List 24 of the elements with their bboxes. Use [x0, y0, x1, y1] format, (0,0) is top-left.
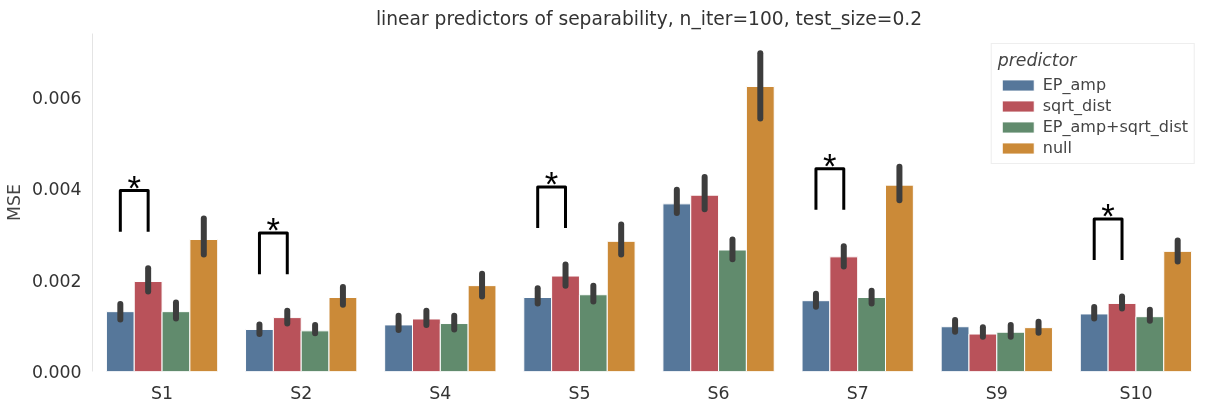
annotation: * — [1101, 196, 1115, 235]
annotation: * — [266, 211, 281, 250]
x-tick-label: S10 — [1119, 382, 1153, 403]
x-tick-label: S6 — [707, 382, 730, 403]
x-tick-label: S4 — [429, 382, 452, 403]
x-tick-label: S1 — [151, 382, 174, 403]
x-tick-label: S2 — [290, 382, 313, 403]
y-tick-label: 0.000 — [31, 362, 82, 382]
y-axis-title: MSE — [3, 184, 24, 221]
legend-label: null — [1042, 138, 1072, 157]
chart-title: linear predictors of separability, n_iter=100, test_size=0.2 — [375, 7, 923, 30]
legend-label: EP_amp — [1042, 75, 1107, 94]
y-tick-label: 0.004 — [31, 179, 82, 200]
legend-label: EP_amp+sqrt_dist — [1042, 117, 1188, 136]
annotation: * — [127, 168, 141, 207]
x-tick-label: S5 — [568, 382, 591, 403]
y-tick-label: 0.002 — [31, 270, 82, 291]
x-tick-label: S7 — [846, 382, 869, 403]
x-tick-label: S9 — [985, 382, 1008, 403]
annotation: * — [544, 164, 559, 203]
annotation: * — [823, 146, 837, 185]
legend-title: predictor — [997, 50, 1079, 70]
y-tick-label: 0.006 — [31, 87, 82, 108]
legend-label: sqrt_dist — [1042, 96, 1112, 115]
